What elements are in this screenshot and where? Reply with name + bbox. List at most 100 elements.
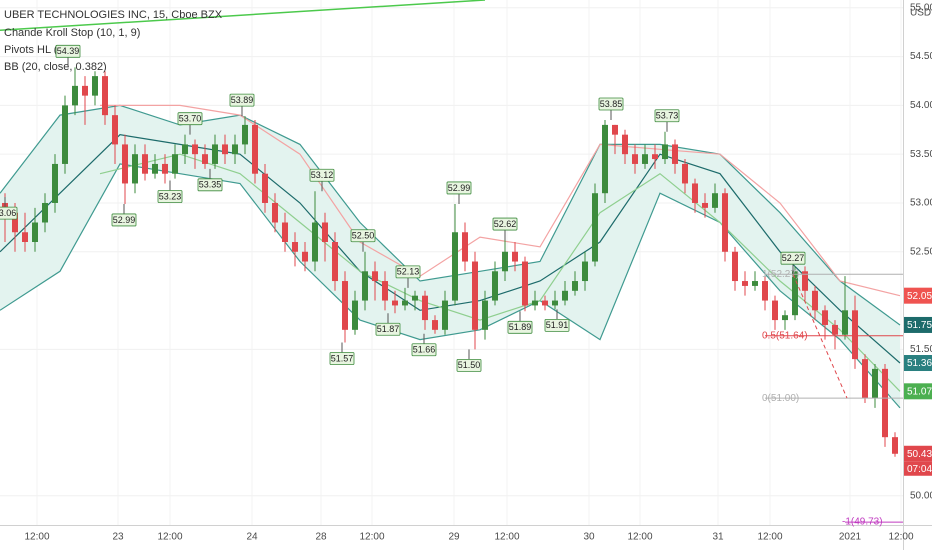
x-tick-label: 12:00 (24, 532, 49, 543)
candle-body (562, 290, 568, 301)
pivot-box (598, 97, 624, 111)
x-tick-label: 12:00 (757, 532, 782, 543)
candle-body (42, 202, 48, 223)
x-tick-label: 28 (315, 532, 327, 543)
price-badge-label: 51.36 (907, 358, 932, 369)
candle-body (162, 163, 168, 174)
candle-body (462, 232, 468, 262)
pivot-label: 53.73 (656, 111, 679, 121)
candle-body (642, 154, 648, 164)
x-tick-label: 24 (246, 532, 258, 543)
countdown-badge (904, 461, 932, 476)
candle-body (132, 154, 138, 184)
candle-body (272, 202, 278, 223)
pivot-box (492, 217, 518, 231)
candle-body (382, 281, 388, 301)
candle-body (882, 368, 888, 438)
candle-body (492, 271, 498, 301)
candle-body (142, 154, 148, 174)
pivot-label: 52.50 (352, 231, 375, 241)
pivot-label: 52.62 (494, 219, 517, 229)
candle-body (502, 251, 508, 272)
candle-body (432, 320, 438, 330)
candle-body (532, 300, 538, 306)
pivot-box (111, 213, 137, 227)
candle-body (552, 300, 558, 306)
pivot-label: 51.91 (546, 320, 569, 330)
y-tick-label: 51.50 (910, 344, 932, 355)
y-tick-label: 53.00 (910, 198, 932, 209)
candle-body (672, 144, 678, 164)
pivot-label: 54.39 (57, 46, 80, 56)
candle-body (22, 232, 28, 243)
candle-body (812, 290, 818, 311)
candle-body (722, 193, 728, 252)
candle-body (372, 271, 378, 282)
candle-body (482, 300, 488, 330)
candle-body (782, 315, 788, 321)
fib-label: -1(49.73) (842, 517, 883, 528)
pivot-box (544, 318, 570, 332)
x-tick-label: 23 (112, 532, 124, 543)
pivot-box (0, 206, 18, 220)
candle-body (832, 324, 838, 335)
candle-body (742, 281, 748, 286)
price-badge (904, 383, 932, 400)
pivot-box (654, 109, 680, 123)
candle-body (182, 144, 188, 155)
pivot-box (375, 322, 401, 336)
x-tick-label: 29 (448, 532, 460, 543)
currency-label: USD (910, 8, 931, 19)
candle-body (422, 295, 428, 321)
indicator-legend: BB (20, close, 0.382) (4, 61, 107, 73)
indicator-legend: Chande Kroll Stop (10, 1, 9) (4, 27, 140, 39)
indicator-line (99, 153, 901, 392)
price-badge (904, 287, 932, 304)
indicator-line (0, 134, 901, 364)
candle-body (72, 85, 78, 106)
indicator-line (0, 163, 901, 409)
pivot-box (395, 265, 421, 279)
x-tick-label: 12:00 (627, 532, 652, 543)
pivot-box (350, 229, 376, 243)
candle-body (472, 261, 478, 330)
candle-body (152, 163, 158, 174)
pivot-label: 53.06 (0, 208, 16, 218)
price-badge (904, 445, 932, 462)
candle-body (662, 144, 668, 160)
y-tick-label: 54.00 (910, 100, 932, 111)
pivot-box (197, 178, 223, 192)
pivot-label: 51.89 (509, 322, 532, 332)
candle-body (762, 281, 768, 301)
pivot-label: 53.12 (311, 170, 334, 180)
candle-body (452, 232, 458, 301)
pivot-box (55, 44, 81, 58)
candle-body (842, 310, 848, 335)
candle-body (12, 212, 18, 233)
candle-body (632, 154, 638, 164)
pivot-label: 53.85 (600, 99, 623, 109)
candle-body (52, 163, 58, 203)
fib-label: 1(52.27) (762, 269, 799, 280)
candle-body (402, 300, 408, 306)
candle-body (362, 271, 368, 301)
candle-body (232, 144, 238, 155)
candle-body (732, 251, 738, 282)
candle-body (332, 242, 338, 282)
pivot-label: 53.70 (179, 114, 202, 124)
candle-body (212, 144, 218, 164)
y-tick-label: 54.50 (910, 51, 932, 62)
candle-body (192, 144, 198, 155)
candle-body (592, 193, 598, 262)
candle-body (292, 242, 298, 252)
candle-body (102, 76, 108, 116)
countdown-label: 07:04 (907, 464, 932, 475)
candle-body (682, 163, 688, 184)
pivot-label: 51.87 (377, 324, 400, 334)
candle-body (32, 222, 38, 243)
pivot-box (780, 251, 806, 265)
candle-body (202, 154, 208, 164)
candle-body (312, 222, 318, 262)
pivot-box (329, 352, 355, 365)
candle-body (302, 251, 308, 262)
